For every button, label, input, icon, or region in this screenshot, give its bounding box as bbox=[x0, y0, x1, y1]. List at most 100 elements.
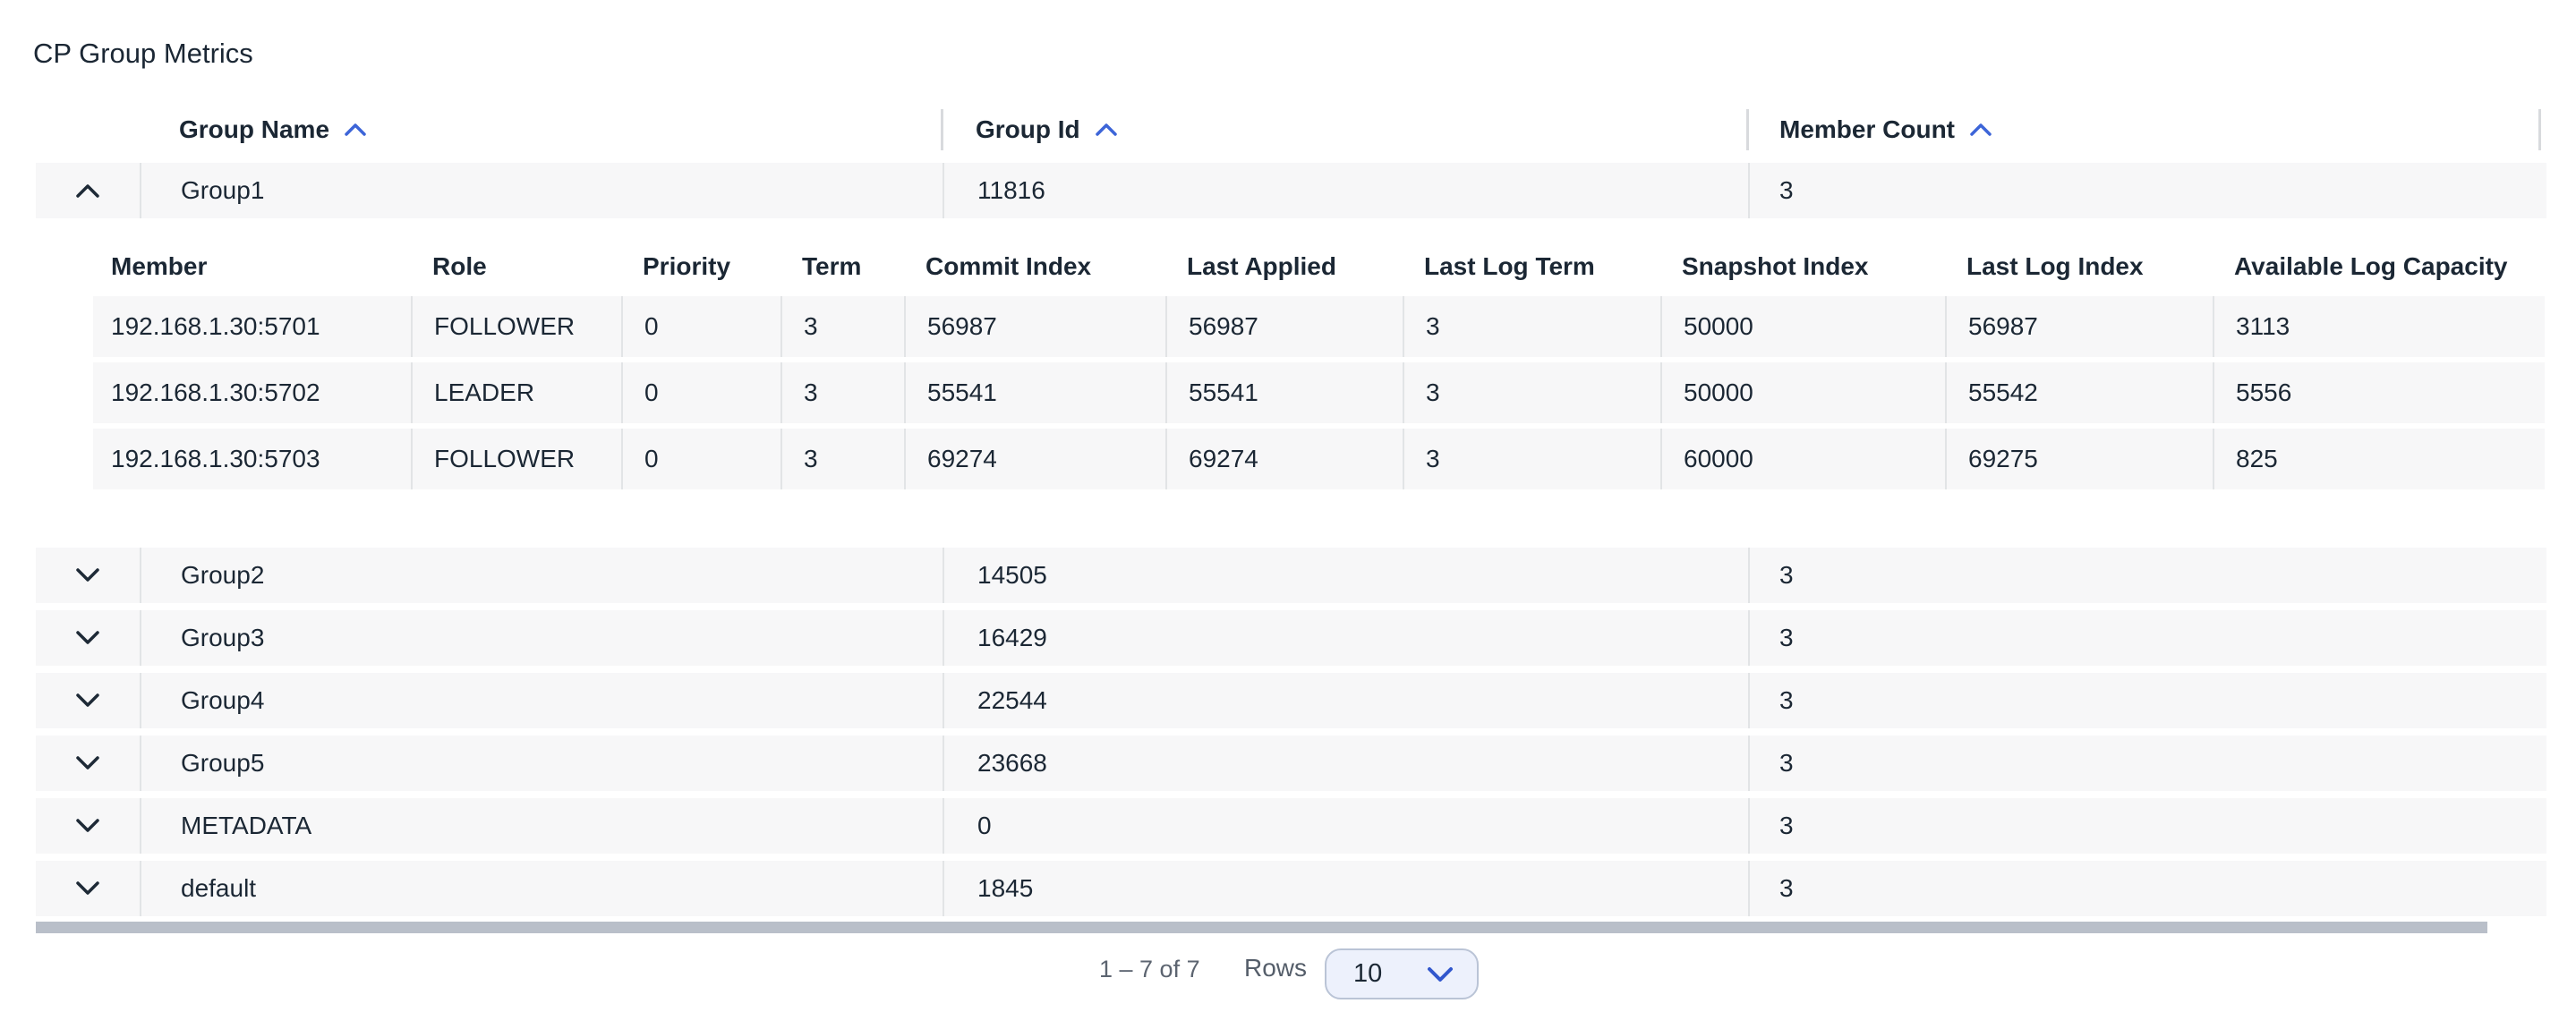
column-header-group-id[interactable]: Group Id bbox=[976, 106, 1118, 154]
available-log-capacity-cell: 3113 bbox=[2213, 296, 2545, 357]
snapshot-index-cell: 60000 bbox=[1660, 429, 1945, 489]
commit-index-cell: 56987 bbox=[904, 296, 1165, 357]
member-subtable-header: Member Role Priority Term Commit Index L… bbox=[93, 237, 2545, 296]
priority-cell: 0 bbox=[621, 429, 780, 489]
horizontal-scrollbar-thumb[interactable] bbox=[36, 922, 2487, 933]
last-log-index-cell: 55542 bbox=[1945, 362, 2213, 423]
snapshot-index-cell: 50000 bbox=[1660, 296, 1945, 357]
sort-ascending-icon bbox=[1095, 123, 1118, 137]
table-row-group1[interactable]: Group1 11816 3 bbox=[36, 163, 2546, 218]
group-id-cell: 22544 bbox=[943, 673, 1748, 728]
column-header-label: Group Id bbox=[976, 115, 1080, 143]
role-cell: LEADER bbox=[411, 362, 621, 423]
column-header-label: Member Count bbox=[1779, 115, 1955, 143]
group-name-cell: Group5 bbox=[140, 736, 943, 791]
expand-row-button[interactable] bbox=[36, 673, 140, 728]
group-name-cell: Group4 bbox=[140, 673, 943, 728]
subcolumn-header: Last Log Index bbox=[1966, 252, 2144, 280]
priority-cell: 0 bbox=[621, 362, 780, 423]
group-id-cell: 23668 bbox=[943, 736, 1748, 791]
header-column-divider bbox=[941, 109, 943, 150]
member-count-cell: 3 bbox=[1748, 673, 2546, 728]
chevron-down-icon bbox=[73, 755, 102, 771]
commit-index-cell: 69274 bbox=[904, 429, 1165, 489]
subcolumn-header: Last Applied bbox=[1187, 252, 1336, 280]
chevron-up-icon bbox=[73, 183, 102, 199]
last-applied-cell: 56987 bbox=[1165, 296, 1403, 357]
chevron-down-icon bbox=[73, 567, 102, 583]
last-log-term-cell: 3 bbox=[1403, 362, 1660, 423]
chevron-down-icon bbox=[73, 693, 102, 709]
available-log-capacity-cell: 5556 bbox=[2213, 362, 2545, 423]
subcolumn-header: Member bbox=[111, 252, 208, 280]
member-address-cell: 192.168.1.30:5703 bbox=[111, 445, 320, 472]
group-id-cell: 16429 bbox=[943, 610, 1748, 666]
table-row-group2[interactable]: Group2 14505 3 bbox=[36, 548, 2546, 603]
subcolumn-header: Last Log Term bbox=[1424, 252, 1595, 280]
chevron-down-icon bbox=[1425, 965, 1455, 983]
expand-row-button[interactable] bbox=[36, 736, 140, 791]
member-count-cell: 3 bbox=[1748, 861, 2546, 916]
expand-row-button[interactable] bbox=[36, 548, 140, 603]
rows-per-page-select[interactable]: 10 bbox=[1325, 948, 1479, 999]
column-header-group-name[interactable]: Group Name bbox=[179, 106, 367, 154]
member-subtable: Member Role Priority Term Commit Index L… bbox=[93, 237, 2545, 495]
snapshot-index-cell: 50000 bbox=[1660, 362, 1945, 423]
group-name-cell: Group2 bbox=[140, 548, 943, 603]
table-row-group4[interactable]: Group4 22544 3 bbox=[36, 673, 2546, 728]
collapse-row-button[interactable] bbox=[36, 163, 140, 218]
last-log-term-cell: 3 bbox=[1403, 429, 1660, 489]
member-count-cell: 3 bbox=[1748, 163, 2546, 218]
expand-row-button[interactable] bbox=[36, 798, 140, 854]
member-address-cell: 192.168.1.30:5702 bbox=[111, 378, 320, 406]
group-name-cell: default bbox=[140, 861, 943, 916]
term-cell: 3 bbox=[780, 362, 904, 423]
expand-row-button[interactable] bbox=[36, 610, 140, 666]
last-log-term-cell: 3 bbox=[1403, 296, 1660, 357]
subcolumn-header: Priority bbox=[643, 252, 731, 280]
table-row-metadata[interactable]: METADATA 0 3 bbox=[36, 798, 2546, 854]
table-row-group3[interactable]: Group3 16429 3 bbox=[36, 610, 2546, 666]
group-name-cell: Group3 bbox=[140, 610, 943, 666]
role-cell: FOLLOWER bbox=[411, 296, 621, 357]
header-column-divider bbox=[2538, 109, 2541, 150]
group-id-cell: 1845 bbox=[943, 861, 1748, 916]
expand-row-button[interactable] bbox=[36, 861, 140, 916]
group-table-header: Group Name Group Id Member Count bbox=[0, 106, 2576, 154]
subcolumn-header: Available Log Capacity bbox=[2234, 252, 2508, 280]
member-count-cell: 3 bbox=[1748, 798, 2546, 854]
available-log-capacity-cell: 825 bbox=[2213, 429, 2545, 489]
column-header-member-count[interactable]: Member Count bbox=[1779, 106, 1992, 154]
last-applied-cell: 69274 bbox=[1165, 429, 1403, 489]
last-applied-cell: 55541 bbox=[1165, 362, 1403, 423]
rows-per-page-label: Rows bbox=[1244, 954, 1308, 982]
group-id-cell: 14505 bbox=[943, 548, 1748, 603]
page-title: CP Group Metrics bbox=[33, 38, 253, 69]
sort-ascending-icon bbox=[344, 123, 367, 137]
role-cell: FOLLOWER bbox=[411, 429, 621, 489]
group-id-cell: 11816 bbox=[943, 163, 1748, 218]
commit-index-cell: 55541 bbox=[904, 362, 1165, 423]
table-row-group5[interactable]: Group5 23668 3 bbox=[36, 736, 2546, 791]
rows-per-page-value: 10 bbox=[1353, 959, 1383, 988]
subcolumn-header: Role bbox=[432, 252, 487, 280]
sort-ascending-icon bbox=[1969, 123, 1992, 137]
group-name-cell: Group1 bbox=[140, 163, 943, 218]
group-id-cell: 0 bbox=[943, 798, 1748, 854]
pagination-range: 1 – 7 of 7 bbox=[1099, 956, 1200, 982]
chevron-down-icon bbox=[73, 880, 102, 897]
subcolumn-header: Snapshot Index bbox=[1682, 252, 1869, 280]
column-header-label: Group Name bbox=[179, 115, 330, 143]
header-column-divider bbox=[1746, 109, 1749, 150]
member-row: 192.168.1.30:5702 LEADER 0 3 55541 55541… bbox=[93, 362, 2545, 423]
subcolumn-header: Term bbox=[802, 252, 862, 280]
chevron-down-icon bbox=[73, 818, 102, 834]
priority-cell: 0 bbox=[621, 296, 780, 357]
table-row-default[interactable]: default 1845 3 bbox=[36, 861, 2546, 916]
member-address-cell: 192.168.1.30:5701 bbox=[111, 312, 320, 340]
member-row: 192.168.1.30:5703 FOLLOWER 0 3 69274 692… bbox=[93, 429, 2545, 489]
term-cell: 3 bbox=[780, 429, 904, 489]
subcolumn-header: Commit Index bbox=[925, 252, 1092, 280]
last-log-index-cell: 69275 bbox=[1945, 429, 2213, 489]
member-row: 192.168.1.30:5701 FOLLOWER 0 3 56987 569… bbox=[93, 296, 2545, 357]
